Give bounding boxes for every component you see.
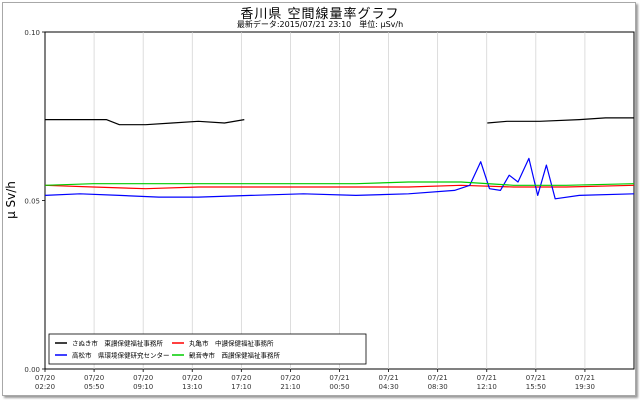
x-tick-time: 00:50 <box>329 383 349 391</box>
legend-label: 高松市 県環境保健研究センター <box>72 351 170 360</box>
x-tick-date: 07/21 <box>477 374 497 382</box>
x-tick-date: 07/21 <box>378 374 398 382</box>
x-tick-time: 13:10 <box>182 383 202 391</box>
x-tick-time: 19:30 <box>575 383 595 391</box>
x-tick-date: 07/21 <box>329 374 349 382</box>
x-tick-time: 17:10 <box>231 383 251 391</box>
legend-label: 丸亀市 中讃保健福祉事務所 <box>189 339 274 348</box>
legend-label: 観音寺市 西讃保健福祉事務所 <box>189 351 281 360</box>
x-tick-time: 09:10 <box>133 383 153 391</box>
legend-label: さぬき市 東讃保健福祉事務所 <box>72 339 163 348</box>
legend-box <box>48 333 367 365</box>
chart-subtitle: 最新データ:2015/07/21 23:10 単位: μSv/h <box>236 20 404 29</box>
x-tick-date: 07/21 <box>428 374 448 382</box>
x-tick-date: 07/20 <box>182 374 202 382</box>
x-tick-time: 15:50 <box>526 383 546 391</box>
x-tick-date: 07/20 <box>231 374 251 382</box>
x-tick-date: 07/21 <box>575 374 595 382</box>
series-line-4 <box>44 181 635 186</box>
series-line-2 <box>44 184 635 190</box>
series-lines <box>44 117 635 200</box>
series-line-1 <box>45 117 634 126</box>
x-tick-date: 07/21 <box>526 374 546 382</box>
x-tick-time: 05:50 <box>84 383 104 391</box>
chart-title: 香川県 空間線量率グラフ <box>240 7 400 22</box>
x-tick-time: 08:30 <box>428 383 448 391</box>
x-tick-date: 07/20 <box>84 374 104 382</box>
y-axis-label: μ Sv/h <box>4 181 18 219</box>
x-tick-time: 21:10 <box>280 383 300 391</box>
x-tick-time: 04:30 <box>378 383 398 391</box>
grid <box>93 32 586 369</box>
series-line-3 <box>44 157 635 200</box>
y-tick-label: 0.05 <box>24 198 40 206</box>
x-tick-date: 07/20 <box>35 374 55 382</box>
y-tick-label: 0.00 <box>24 366 40 374</box>
axis-ticks: 07/2002:2007/2005:5007/2009:1007/2013:10… <box>24 29 595 391</box>
x-tick-time: 12:10 <box>477 383 497 391</box>
x-tick-time: 02:20 <box>35 383 55 391</box>
y-tick-label: 0.10 <box>24 29 40 37</box>
x-tick-date: 07/20 <box>133 374 153 382</box>
x-tick-date: 07/20 <box>280 374 300 382</box>
